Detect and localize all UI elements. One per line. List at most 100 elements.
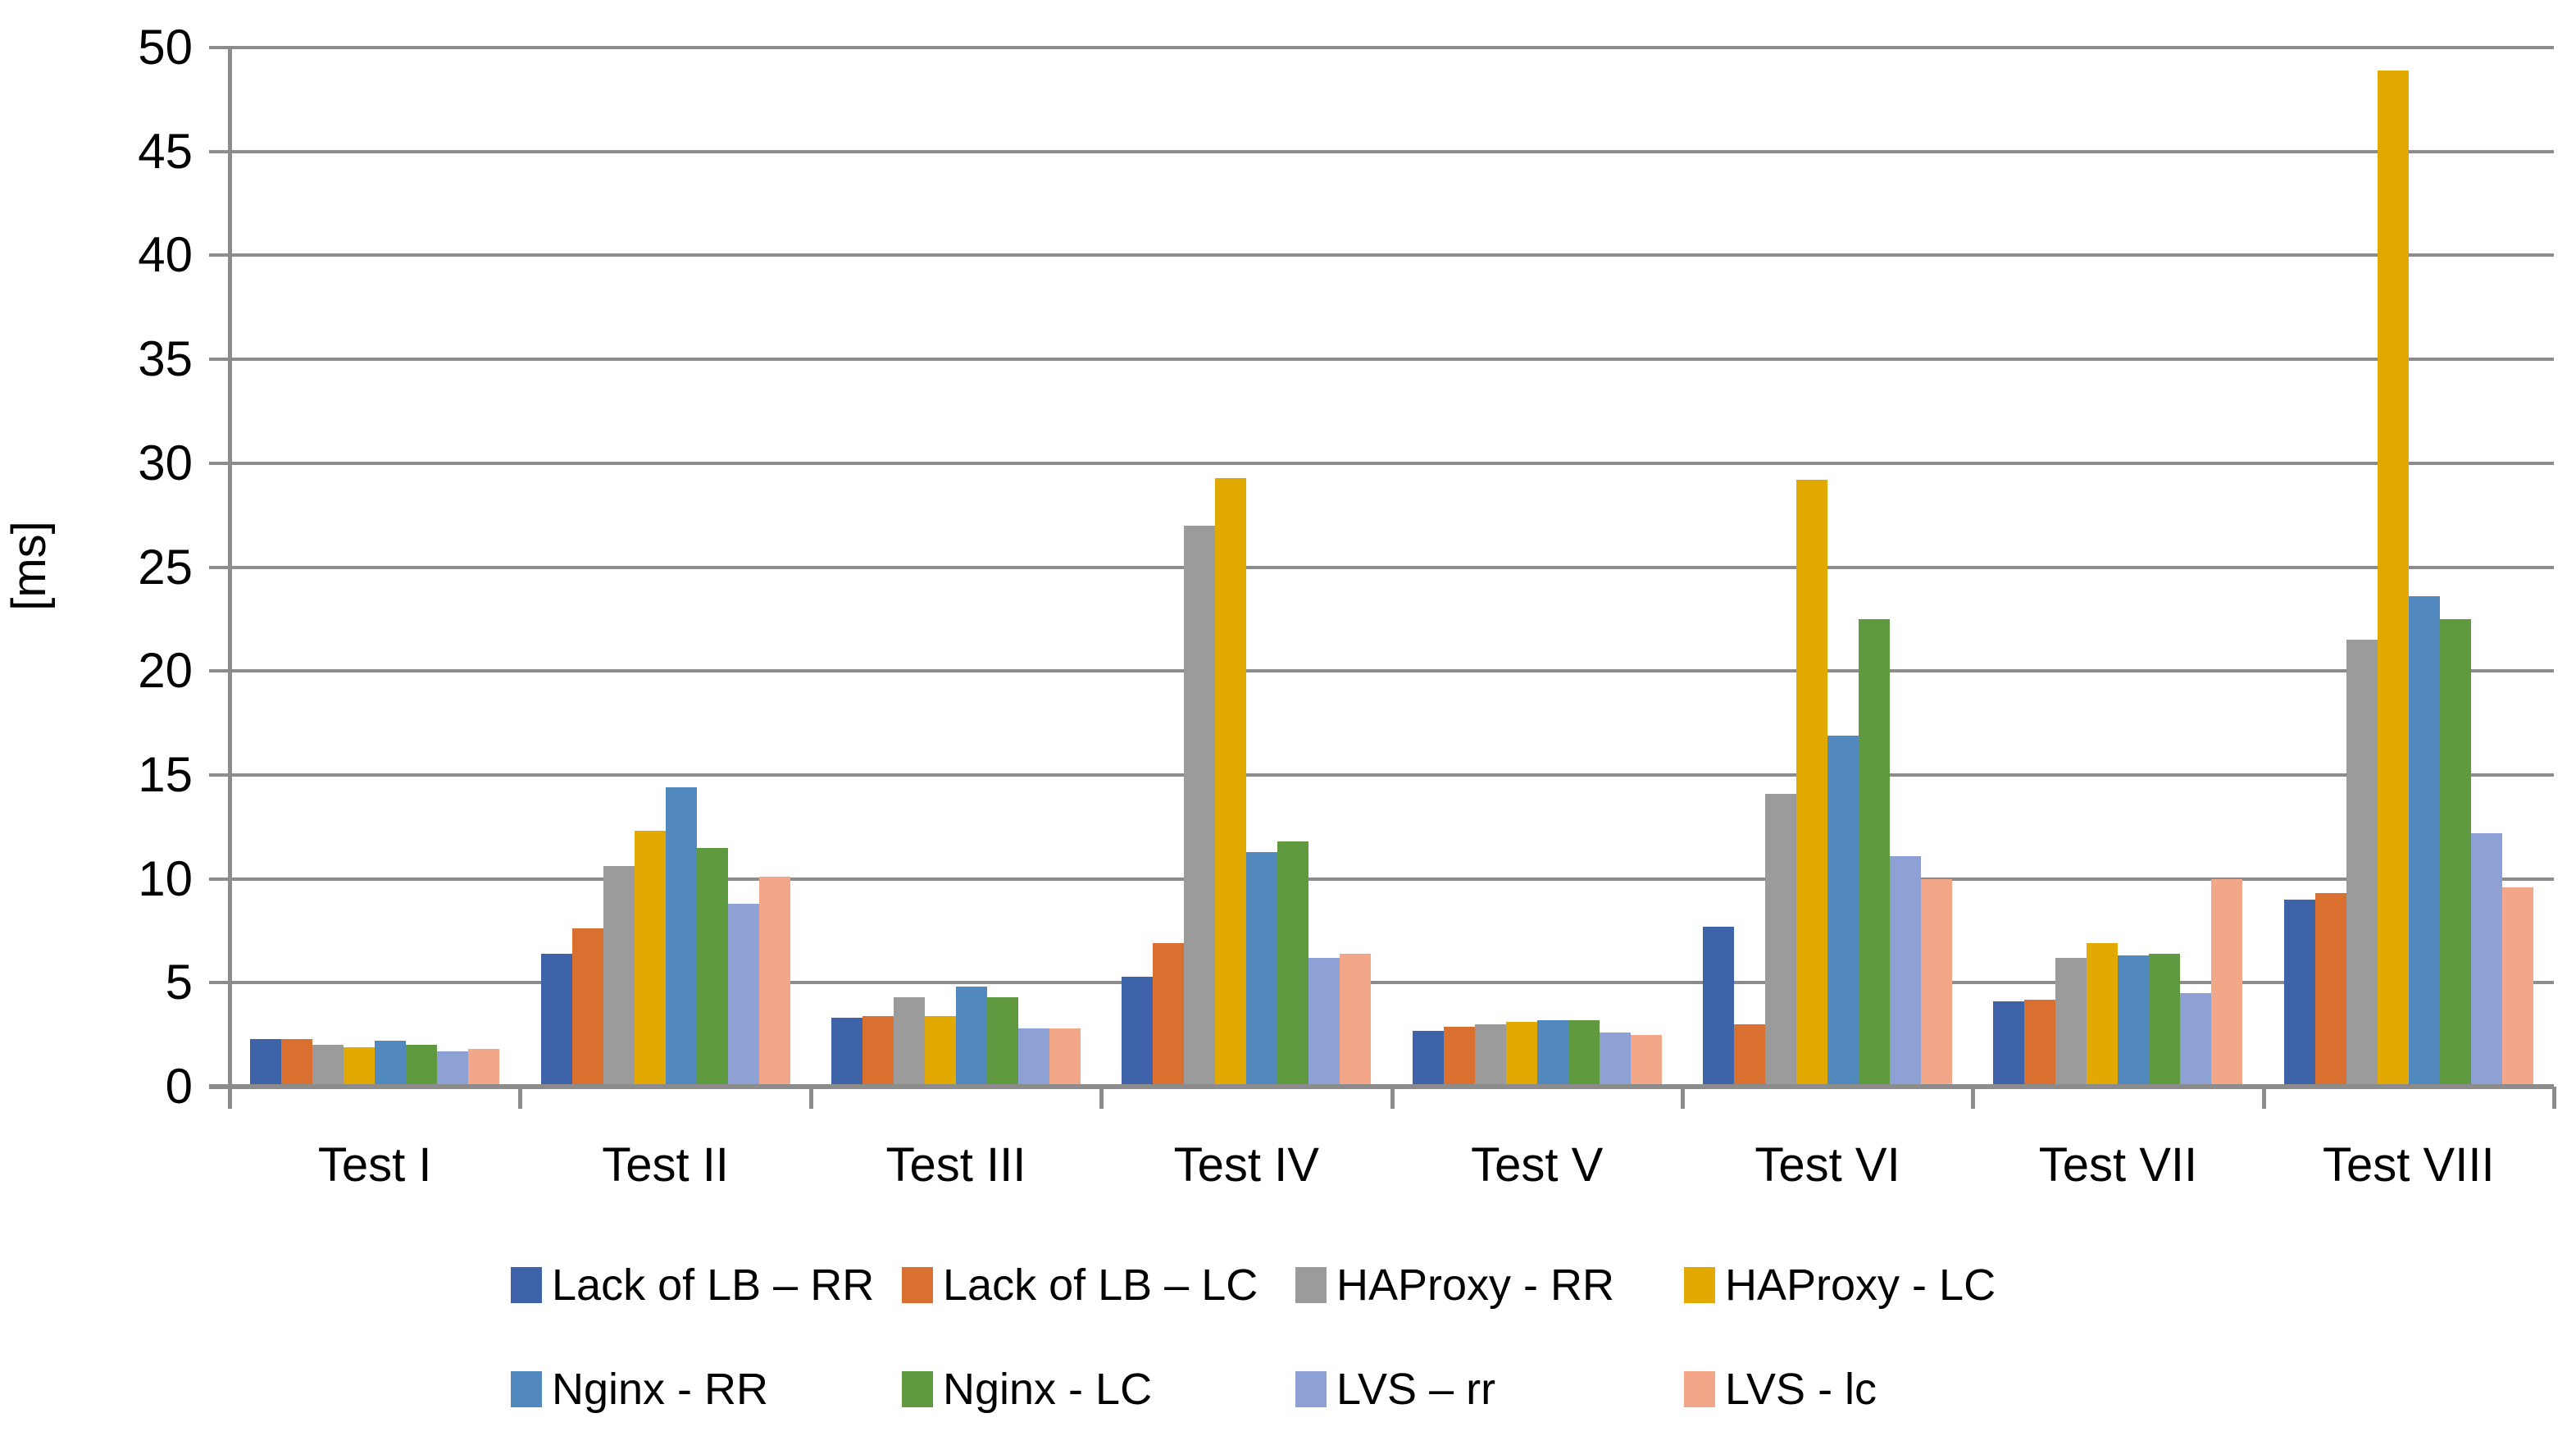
category-tick — [228, 1087, 232, 1109]
bar-test-v-series-5 — [1568, 1019, 1600, 1087]
bar-test-iv-series-5 — [1277, 841, 1309, 1087]
bar-test-v-series-0 — [1412, 1030, 1444, 1087]
category-tick — [1971, 1087, 1976, 1109]
gridline-40 — [209, 253, 2554, 258]
bar-test-v-series-7 — [1630, 1034, 1662, 1087]
legend-item-5: Nginx - LC — [902, 1367, 1295, 1411]
bar-test-vii-series-2 — [2055, 957, 2087, 1087]
bar-test-i-series-1 — [281, 1038, 313, 1087]
gridline-25 — [209, 565, 2554, 569]
y-tick-label: 15 — [138, 746, 193, 802]
x-category-label: Test VI — [1755, 1138, 1900, 1192]
legend-swatch-icon — [1684, 1267, 1715, 1303]
bar-test-iii-series-3 — [924, 1015, 956, 1087]
category-tick — [808, 1087, 813, 1109]
bar-test-i-series-2 — [312, 1045, 344, 1087]
bar-test-iii-series-7 — [1049, 1028, 1081, 1087]
bar-test-iv-series-3 — [1215, 477, 1247, 1087]
y-tick-label: 25 — [138, 539, 193, 595]
bar-test-viii-series-2 — [2346, 640, 2378, 1087]
legend-label: Lack of LB – LC — [943, 1260, 1258, 1310]
legend-item-6: LVS – rr — [1295, 1367, 1684, 1411]
category-tick — [1680, 1087, 1685, 1109]
legend-swatch-icon — [511, 1267, 542, 1303]
bar-test-v-series-3 — [1505, 1022, 1537, 1087]
legend-swatch-icon — [902, 1371, 933, 1407]
legend-swatch-icon — [511, 1371, 542, 1407]
category-tick — [1390, 1087, 1395, 1109]
bar-test-iii-series-4 — [955, 987, 987, 1087]
bar-test-iv-series-6 — [1308, 957, 1340, 1087]
x-category-label: Test IV — [1173, 1138, 1319, 1192]
bar-test-iv-series-0 — [1122, 976, 1154, 1087]
category-tick — [2552, 1087, 2556, 1109]
bar-test-i-series-0 — [250, 1038, 282, 1087]
bar-test-iv-series-4 — [1246, 851, 1278, 1087]
y-tick-label: 20 — [138, 643, 193, 699]
bar-test-vi-series-0 — [1703, 926, 1735, 1087]
y-tick-label: 5 — [165, 955, 193, 1010]
bar-test-viii-series-5 — [2439, 618, 2471, 1087]
bar-test-iv-series-2 — [1184, 525, 1216, 1087]
bar-test-vii-series-1 — [2024, 999, 2056, 1087]
bar-test-vi-series-2 — [1765, 793, 1797, 1087]
bar-test-ii-series-3 — [634, 831, 666, 1087]
legend-swatch-icon — [1295, 1371, 1327, 1407]
bar-test-iii-series-1 — [862, 1015, 894, 1087]
bar-test-ii-series-1 — [571, 928, 603, 1087]
bar-test-vii-series-4 — [2118, 955, 2150, 1087]
bar-test-i-series-6 — [437, 1051, 469, 1087]
x-category-label: Test I — [317, 1138, 432, 1192]
bar-test-viii-series-0 — [2283, 899, 2315, 1087]
bar-test-viii-series-6 — [2470, 832, 2502, 1087]
bar-test-iv-series-7 — [1340, 953, 1372, 1087]
legend-label: Nginx - RR — [552, 1365, 769, 1414]
gridline-20 — [209, 669, 2554, 673]
x-category-label: Test VIII — [2323, 1138, 2495, 1192]
x-axis-line — [209, 1084, 2554, 1089]
y-tick-label: 30 — [138, 435, 193, 490]
bar-test-v-series-4 — [1536, 1019, 1568, 1087]
bar-test-vi-series-5 — [1859, 618, 1891, 1087]
gridline-50 — [209, 46, 2554, 49]
bar-test-vi-series-7 — [1921, 878, 1953, 1087]
legend-item-7: LVS - lc — [1684, 1367, 1877, 1411]
gridline-10 — [209, 877, 2554, 881]
bar-test-vi-series-6 — [1890, 855, 1922, 1087]
bar-test-vii-series-5 — [2149, 953, 2181, 1087]
x-category-label: Test II — [602, 1138, 729, 1192]
y-tick-label: 10 — [138, 850, 193, 906]
y-tick-label: 35 — [138, 331, 193, 387]
bar-test-ii-series-0 — [540, 953, 572, 1087]
bar-test-vi-series-1 — [1734, 1023, 1766, 1087]
legend-swatch-icon — [1295, 1267, 1327, 1303]
bar-test-viii-series-7 — [2501, 887, 2533, 1087]
bar-test-v-series-1 — [1443, 1026, 1475, 1087]
bar-test-i-series-7 — [468, 1049, 500, 1087]
category-tick — [518, 1087, 523, 1109]
bar-test-v-series-6 — [1599, 1033, 1631, 1087]
y-tick-label: 0 — [165, 1059, 193, 1114]
legend-swatch-icon — [1684, 1371, 1715, 1407]
bar-test-ii-series-6 — [727, 904, 759, 1087]
legend-item-3: HAProxy - LC — [1684, 1263, 1996, 1307]
y-axis-title: [ms] — [2, 521, 56, 611]
y-tick-label: 40 — [138, 227, 193, 283]
legend-label: LVS – rr — [1336, 1365, 1496, 1414]
bar-test-vii-series-6 — [2180, 992, 2212, 1087]
legend-row-2: Nginx - RR Nginx - LC LVS – rr LVS - lc — [511, 1367, 1877, 1411]
legend-item-1: Lack of LB – LC — [902, 1263, 1295, 1307]
bar-test-v-series-2 — [1474, 1023, 1506, 1087]
x-category-label: Test V — [1471, 1138, 1604, 1192]
legend-item-4: Nginx - RR — [511, 1367, 902, 1411]
y-tick-label: 45 — [138, 123, 193, 179]
bar-test-vii-series-0 — [1993, 1001, 2025, 1087]
bar-test-vi-series-3 — [1796, 480, 1828, 1087]
y-axis-line — [228, 48, 232, 1109]
bar-test-ii-series-4 — [665, 787, 697, 1087]
bar-test-i-series-3 — [344, 1046, 375, 1087]
legend-label: Lack of LB – RR — [552, 1260, 875, 1310]
bar-test-iii-series-5 — [986, 997, 1018, 1087]
bar-test-iii-series-2 — [893, 997, 925, 1087]
